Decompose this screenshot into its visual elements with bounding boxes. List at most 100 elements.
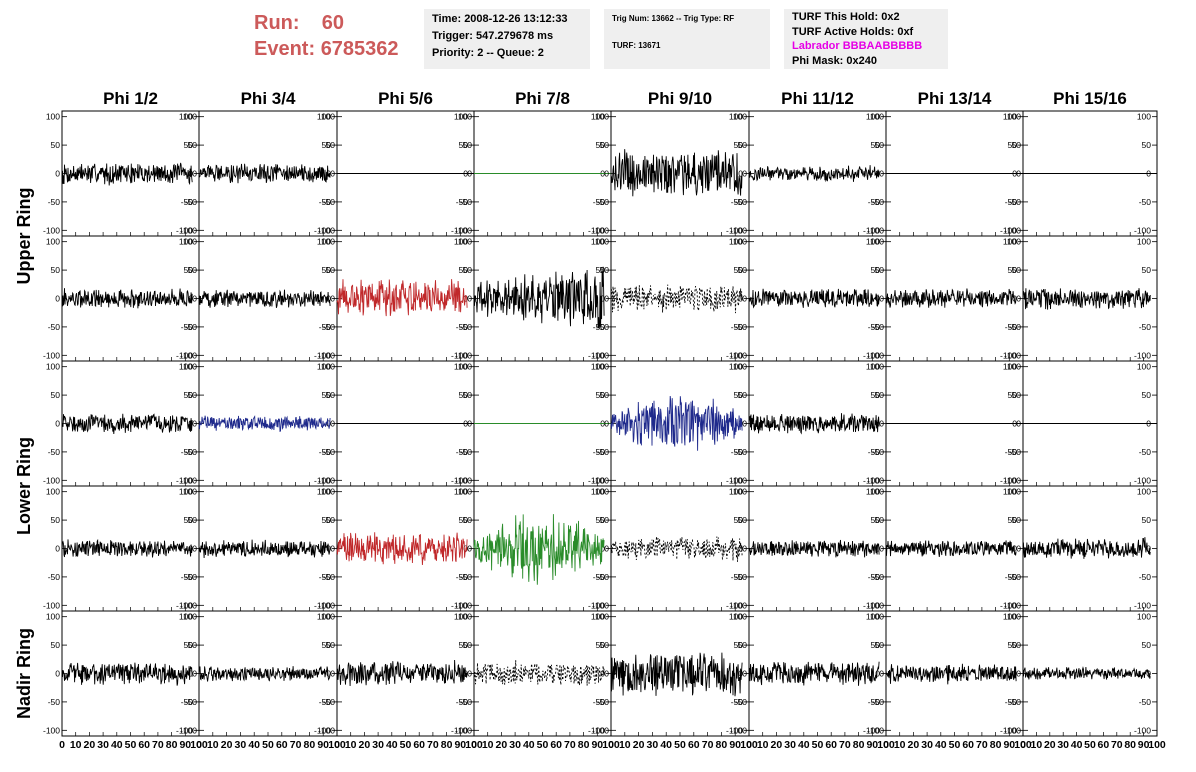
y-tick-label: -50 [460,572,473,582]
y-tick-label: 50 [875,640,885,650]
y-tick-label: 50 [188,390,198,400]
x-tick-label: 20 [221,739,233,751]
waveform-trace [336,659,468,687]
y-tick-label: 100 [1007,237,1021,247]
x-tick-label: 80 [853,739,865,751]
x-tick-label: 50 [1084,739,1096,751]
y-tick-label: 50 [738,515,748,525]
x-tick-label: 40 [935,739,947,751]
y-tick-label: 0 [600,544,605,554]
y-tick-label: 100 [870,362,884,372]
x-tick-label: 20 [496,739,508,751]
x-tick-label: 0 [746,739,752,751]
time-text: Time: 2008-12-26 13:12:33 [432,13,568,25]
y-tick-label: 50 [322,140,332,150]
x-tick-label: 30 [235,739,247,751]
y-tick-label: -50 [735,322,748,332]
y-tick-label: 100 [179,487,193,497]
waveform-trace [748,661,880,686]
y-tick-label: 50 [1008,140,1018,150]
x-tick-label: 10 [894,739,906,751]
y-tick-label: 0 [742,669,747,679]
y-tick-label: 0 [467,419,472,429]
y-tick-label: 50 [322,515,332,525]
x-tick-label: 0 [334,739,340,751]
y-tick-label: 50 [459,390,469,400]
y-tick-label: -50 [48,572,61,582]
y-tick-label: 100 [46,362,60,372]
y-tick-label: -100 [314,225,331,235]
waveform-trace [1022,537,1151,559]
y-tick-label: -100 [863,225,880,235]
y-tick-label: -50 [456,697,469,707]
y-tick-label: -100 [592,600,609,610]
y-tick-label: 50 [875,390,885,400]
waveform-trace [61,162,193,186]
y-tick-label: 50 [326,390,336,400]
y-tick-label: -50 [731,322,744,332]
y-tick-label: -100 [318,600,335,610]
y-tick-label: -50 [1139,572,1152,582]
x-tick-label: 80 [441,739,453,751]
y-tick-label: 50 [459,515,469,525]
y-tick-label: 100 [1137,112,1151,122]
y-tick-label: -100 [867,475,884,485]
waveform-trace [885,540,1017,557]
y-tick-label: -50 [868,572,881,582]
x-tick-label: 60 [550,739,562,751]
y-tick-label: 100 [866,487,880,497]
waveform-trace [198,666,331,682]
y-tick-label: -50 [872,572,885,582]
y-tick-label: 100 [733,612,747,622]
y-tick-label: 0 [600,669,605,679]
y-tick-label: 100 [183,612,197,622]
waveform-trace [885,663,1017,685]
y-tick-label: -100 [592,350,609,360]
y-tick-label: 100 [595,237,609,247]
turf-this-hold-text: TURF This Hold: 0x2 [792,11,900,23]
y-tick-label: -50 [1009,572,1022,582]
y-tick-label: 100 [179,612,193,622]
y-tick-label: -100 [314,725,331,735]
x-tick-label: 80 [716,739,728,751]
y-tick-label: 100 [321,237,335,247]
y-tick-label: -100 [318,475,335,485]
y-tick-label: -100 [455,600,472,610]
y-tick-label: 50 [184,265,194,275]
turf-text: TURF: 13671 [612,41,661,50]
phi-mask-text: Phi Mask: 0x240 [792,54,877,67]
y-tick-label: 100 [1007,612,1021,622]
x-tick-label: 40 [798,739,810,751]
x-tick-label: 100 [602,739,620,751]
waveform-trace [61,288,193,309]
y-tick-label: -100 [180,350,197,360]
y-tick-label: -50 [460,322,473,332]
y-tick-label: 100 [733,362,747,372]
y-tick-label: -100 [1000,350,1017,360]
y-tick-label: -100 [451,225,468,235]
y-tick-label: 0 [192,544,197,554]
y-tick-label: 100 [1003,362,1017,372]
y-tick-label: -100 [318,225,335,235]
y-tick-label: -50 [460,697,473,707]
y-tick-label: 50 [1142,265,1152,275]
y-tick-label: -100 [180,475,197,485]
y-tick-label: 100 [1003,112,1017,122]
y-tick-label: 100 [595,362,609,372]
y-tick-label: 50 [1142,515,1152,525]
waveform-trace [610,536,743,562]
y-tick-label: 50 [188,265,198,275]
y-tick-label: 50 [188,515,198,525]
priority-text: Priority: 2 -- Queue: 2 [432,47,544,59]
y-tick-label: -100 [1004,225,1021,235]
y-tick-label: 0 [192,669,197,679]
y-tick-label: -50 [181,697,194,707]
y-tick-label: -50 [323,447,336,457]
x-tick-label: 30 [784,739,796,751]
y-tick-label: 100 [729,487,743,497]
y-tick-label: -50 [456,447,469,457]
y-tick-label: -100 [863,725,880,735]
x-tick-label: 50 [262,739,274,751]
y-tick-label: 50 [184,515,194,525]
y-tick-label: 0 [879,419,884,429]
